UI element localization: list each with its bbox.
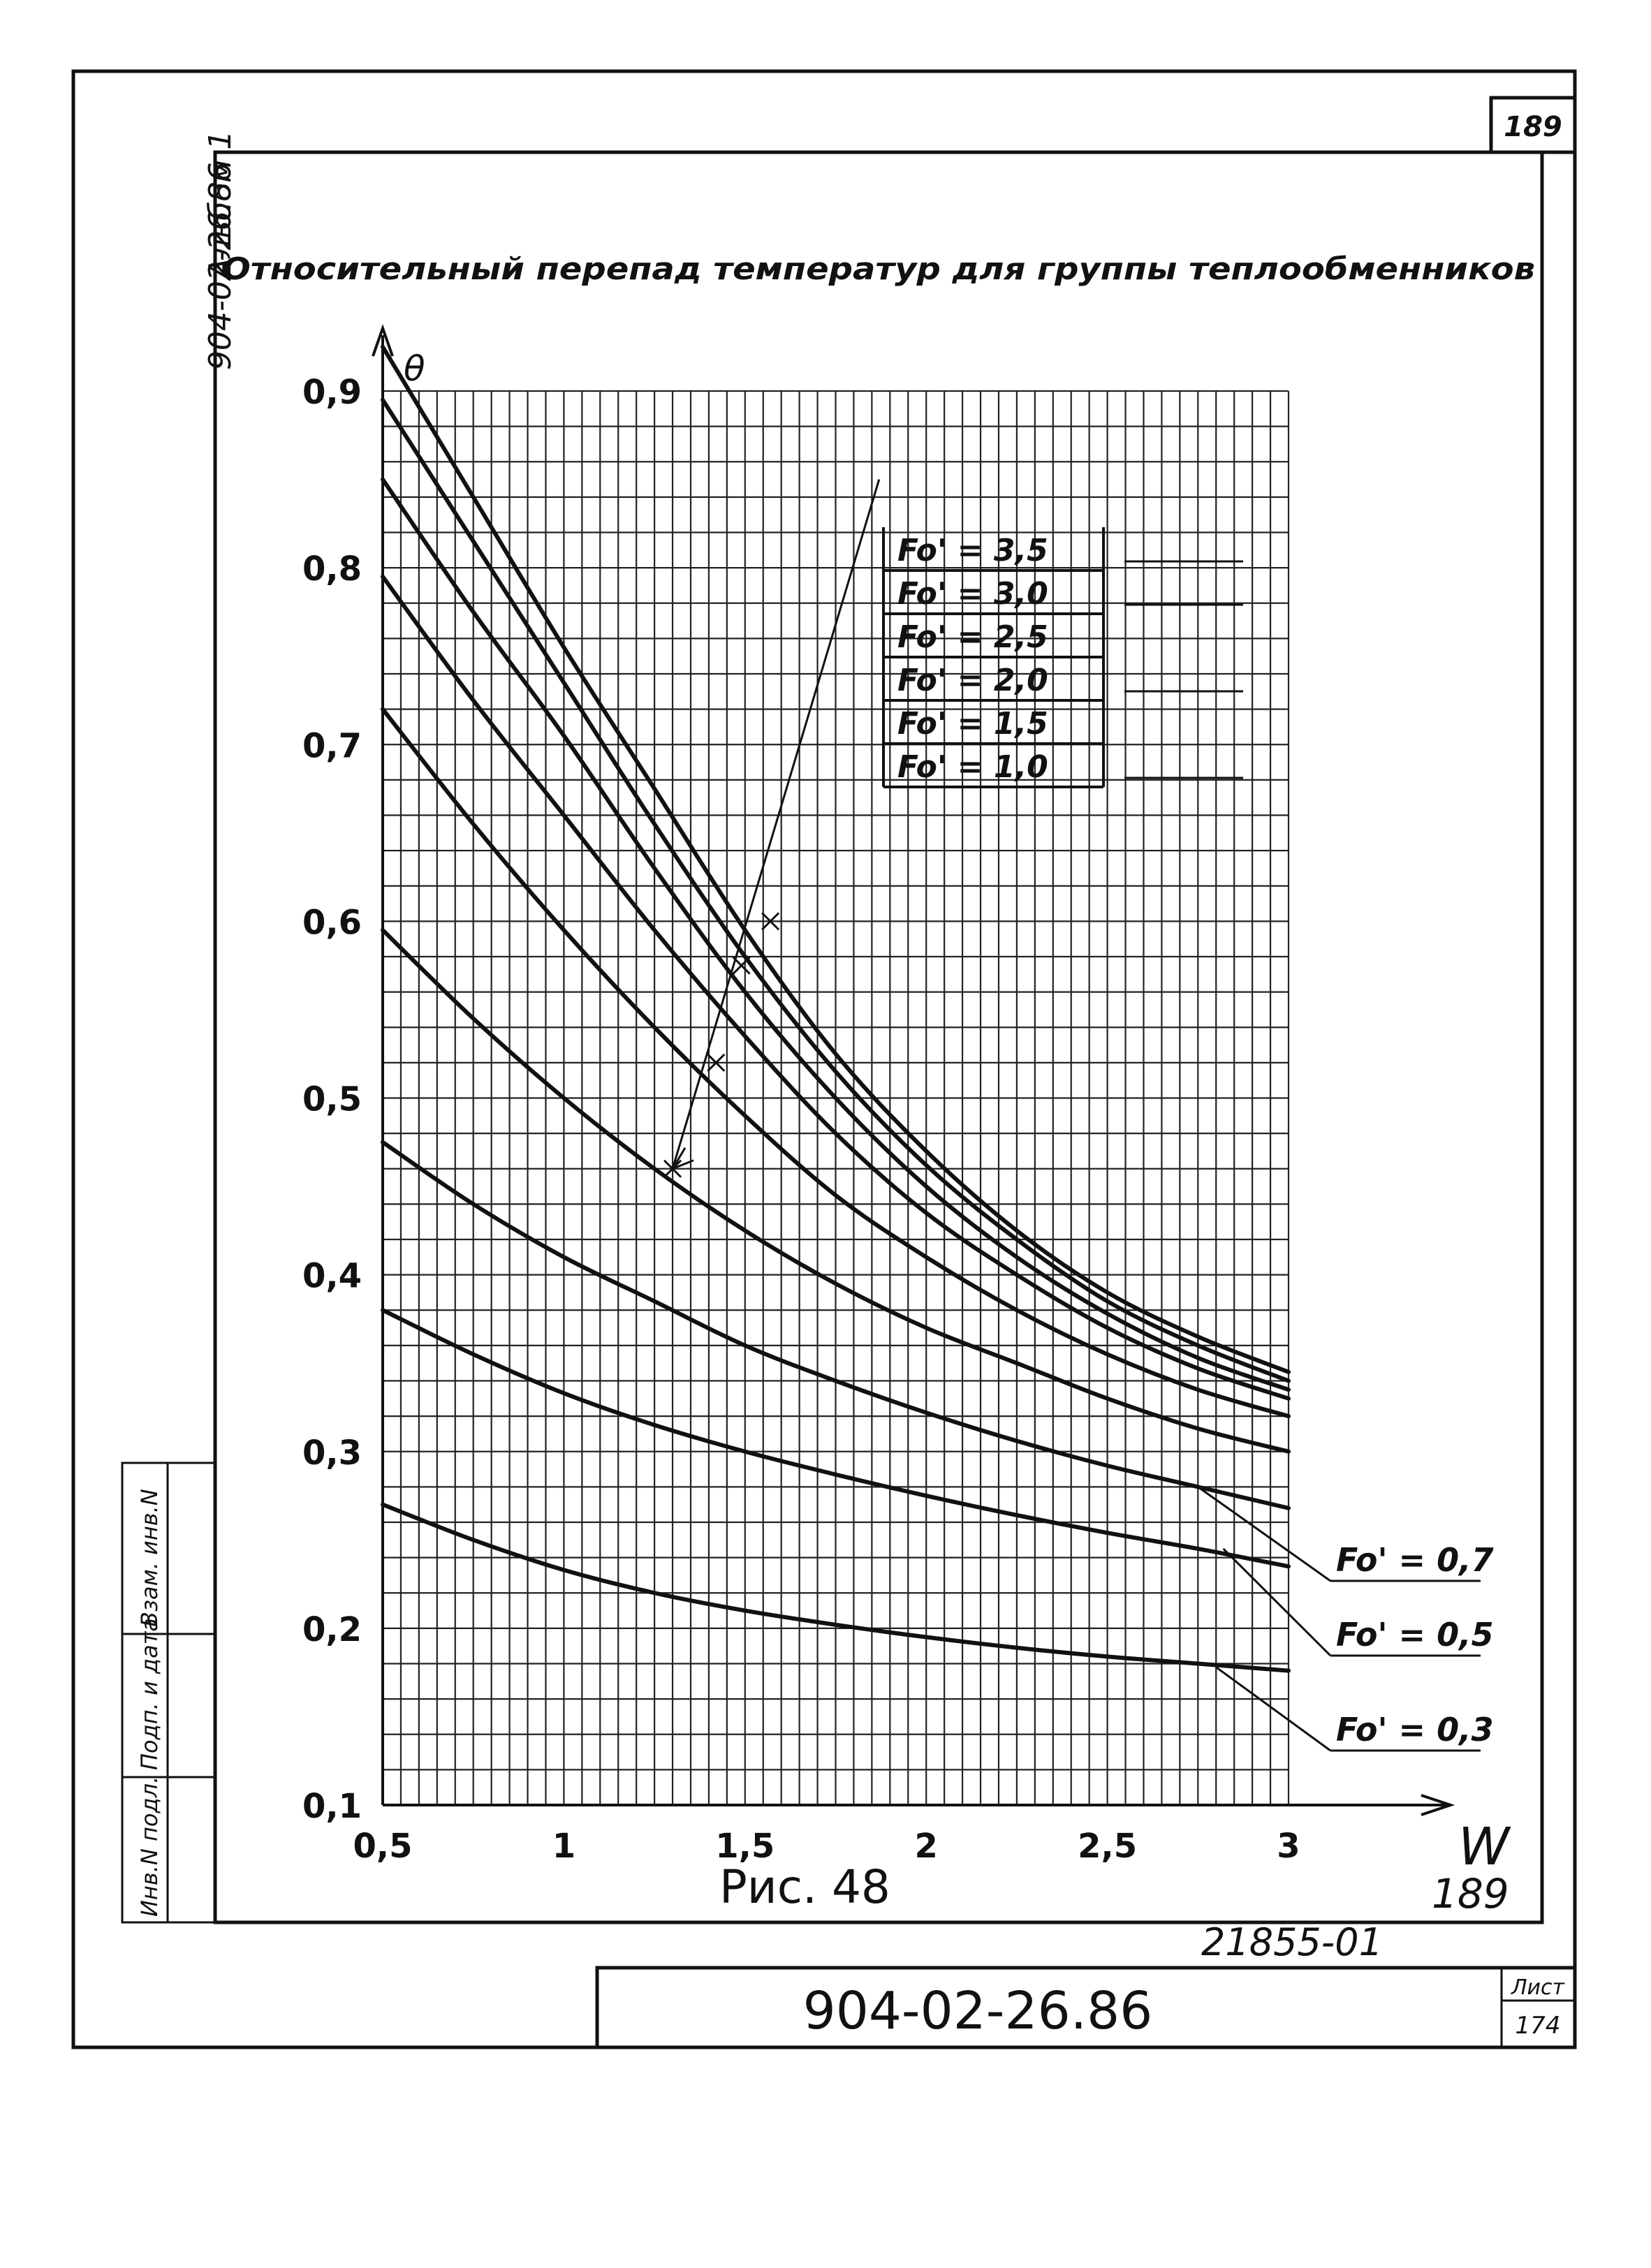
- y-tick-label: 0,8: [302, 550, 362, 589]
- y-tick-label: 0,6: [302, 903, 362, 942]
- y-tick-label: 0,2: [302, 1610, 362, 1649]
- annotation-point: [732, 956, 751, 975]
- legend-entry: Fo' = 1,0: [897, 749, 1048, 785]
- page-number-box: [1489, 96, 1577, 154]
- series-line: [381, 707, 1291, 1419]
- y-axis-arrow: [372, 323, 394, 357]
- y-tick-label: 0,1: [302, 1787, 362, 1826]
- chart-title: Относительный перепад температур для гру…: [222, 251, 1535, 287]
- x-tick-label: 2: [914, 1827, 937, 1866]
- series-line: [381, 1140, 1291, 1510]
- chart-annotation: [663, 479, 881, 1178]
- side-code: 904-02-26.86: [203, 162, 238, 370]
- chart-outside-labels: Fo' = 0,7 Fo' = 0,5 Fo' = 0,3: [1197, 1486, 1494, 1752]
- chart-curves: [381, 344, 1291, 1673]
- y-tick-label: 0,3: [302, 1434, 362, 1473]
- legend-entry: Fo' = 3,5: [897, 533, 1048, 568]
- chart-grid: [381, 390, 1290, 1806]
- x-tick-label: 0,5: [353, 1827, 412, 1866]
- annotation-arrow-line: [671, 479, 881, 1170]
- list-label: Лист: [1511, 1975, 1566, 2000]
- outside-label-leader: [1197, 1486, 1331, 1582]
- side-box-label-replace: Взам. инв.N: [136, 1489, 163, 1627]
- chart-plot: 0,10,20,30,40,50,60,70,80,90,5 1 1,5 2 2,5 3 …: [302, 323, 1494, 1866]
- series-line: [381, 1502, 1291, 1673]
- title-block: 904-02-26.86 Лист 174: [595, 1966, 1577, 2049]
- series-line: [381, 344, 1291, 1374]
- y-axis-label: θ: [404, 348, 425, 389]
- y-tick-label: 0,9: [302, 373, 362, 412]
- handwritten-page: 189: [1432, 1870, 1509, 1917]
- legend-entry: Fo' = 3,0: [897, 576, 1048, 612]
- side-box-label-sign: Подп. и дата: [136, 1618, 163, 1770]
- side-box-label-inv: Инв.N подл.: [136, 1776, 163, 1917]
- legend-entry: Fo' = 1,5: [897, 706, 1048, 742]
- page-number: 189: [1504, 111, 1562, 143]
- figure-caption: Рис. 48: [719, 1860, 890, 1914]
- x-axis-arrow: [1421, 1794, 1455, 1816]
- outside-series-label: Fo' = 0,3: [1336, 1711, 1494, 1748]
- series-line: [381, 1308, 1291, 1569]
- x-tick-label: 2,5: [1078, 1827, 1137, 1866]
- outside-series-label: Fo' = 0,5: [1336, 1616, 1494, 1654]
- x-tick-label: 1: [552, 1827, 575, 1866]
- side-album: Альбом 1: [203, 131, 238, 281]
- inner-frame: [213, 150, 1544, 1924]
- outside-label-leader: [1222, 1547, 1332, 1657]
- legend-entry: Fo' = 2,0: [897, 663, 1048, 698]
- outside-series-label: Fo' = 0,7: [1336, 1541, 1494, 1579]
- y-tick-label: 0,5: [302, 1080, 362, 1119]
- y-tick-label: 0,7: [302, 726, 362, 765]
- series-line: [381, 928, 1291, 1454]
- x-axis-label: W: [1458, 1817, 1511, 1877]
- stamp-number: 21855-01: [1201, 1920, 1383, 1964]
- x-tick-label: 3: [1277, 1827, 1300, 1866]
- annotation-point: [707, 1053, 726, 1072]
- side-boxes: Инв.N подл. Подп. и дата Взам. инв.N: [121, 1461, 217, 1924]
- x-tick-label: 1,5: [715, 1827, 775, 1866]
- series-line: [381, 574, 1291, 1401]
- chart-ticks: 0,1 0,2 0,3 0,4 0,5 0,6 0,7 0,8 0,9 0,5 1 1,5 2 2,5 3: [302, 373, 1300, 1866]
- series-line: [381, 397, 1291, 1383]
- annotation-point: [663, 1159, 682, 1178]
- y-tick-label: 0,4: [302, 1257, 362, 1296]
- list-number: 174: [1516, 2012, 1561, 2040]
- annotation-point: [761, 912, 780, 931]
- legend-entry: Fo' = 2,5: [897, 619, 1048, 655]
- document-code: 904-02-26.86: [803, 1981, 1153, 2041]
- title-block-frame: [595, 1966, 1577, 2049]
- series-line: [381, 477, 1291, 1392]
- outside-label-leader: [1215, 1666, 1331, 1752]
- chart-legend: Fo' = 3,5 Fo' = 3,0 Fo' = 2,5 Fo' = 2,0 Fo' …: [882, 527, 1243, 788]
